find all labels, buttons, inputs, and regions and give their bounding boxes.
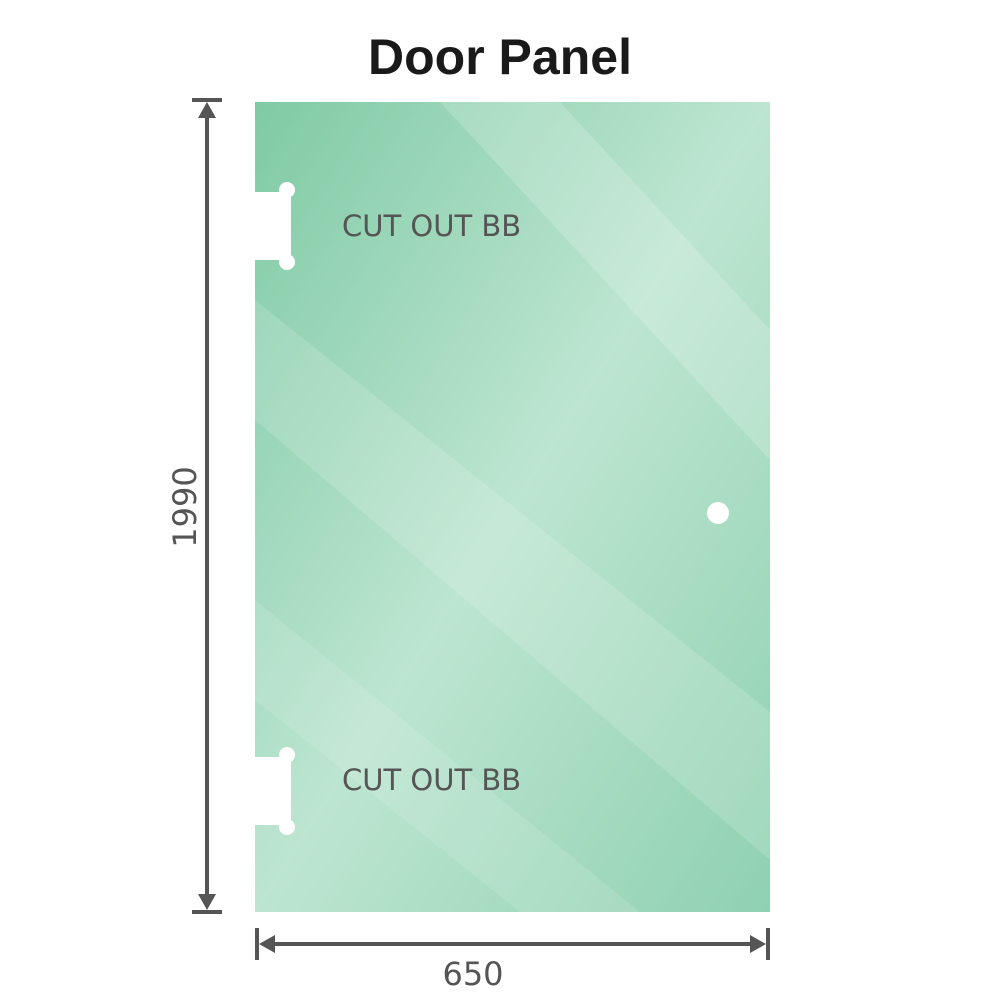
glass-panel	[255, 102, 770, 912]
cutout-top	[253, 182, 295, 270]
cutout-bottom	[253, 747, 295, 835]
width-dimension-line	[255, 928, 770, 960]
diagram-title: Door Panel	[368, 29, 632, 85]
width-dimension-label: 650	[442, 955, 503, 993]
handle-hole	[707, 502, 729, 524]
height-dimension-label: 1990	[166, 466, 204, 547]
height-dimension-line	[192, 98, 222, 914]
cutout-top-label: CUT OUT BB	[342, 209, 521, 243]
cutout-bottom-label: CUT OUT BB	[342, 763, 521, 797]
